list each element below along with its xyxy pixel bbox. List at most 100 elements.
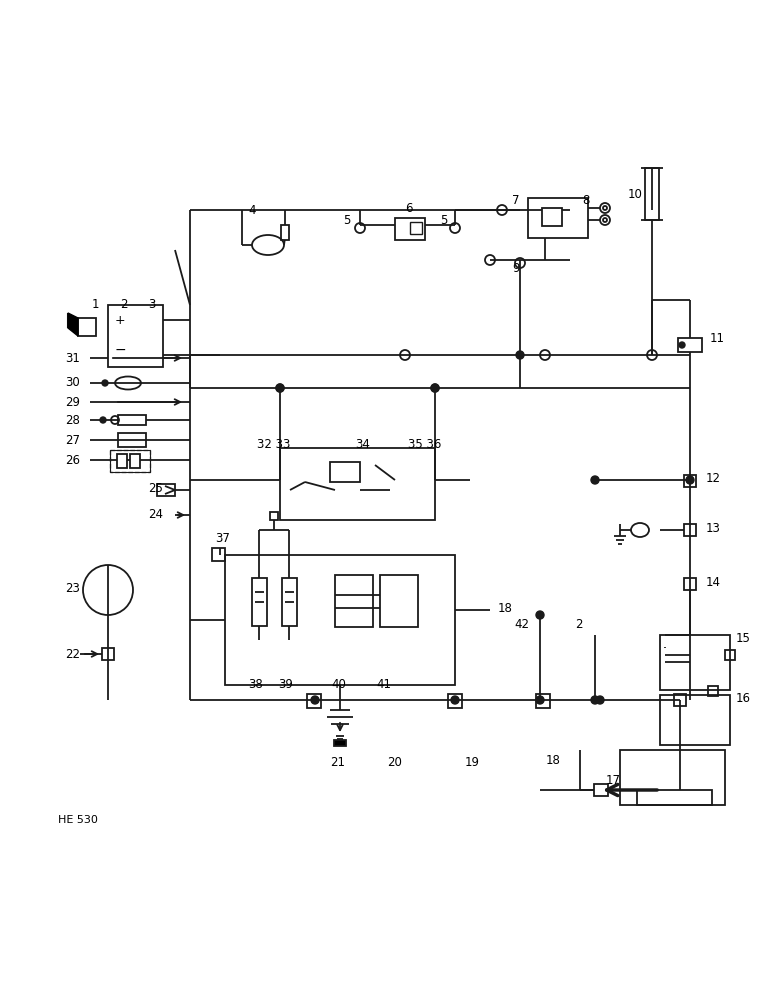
Text: 25: 25 — [148, 482, 163, 494]
Bar — [157, 484, 175, 496]
Bar — [330, 462, 360, 482]
Bar — [130, 454, 140, 468]
Text: 21: 21 — [330, 756, 345, 768]
Bar — [108, 305, 163, 367]
Bar — [334, 740, 346, 746]
Circle shape — [596, 696, 604, 704]
Bar — [280, 448, 435, 520]
Circle shape — [686, 476, 694, 484]
Bar — [410, 222, 422, 234]
Bar — [684, 578, 696, 590]
Text: 8: 8 — [582, 194, 589, 207]
Text: 34: 34 — [355, 438, 370, 450]
Text: 10: 10 — [628, 188, 643, 202]
Text: 6: 6 — [405, 202, 412, 215]
Bar — [110, 450, 150, 472]
Bar — [678, 338, 702, 352]
Text: 14: 14 — [706, 576, 721, 588]
Bar — [252, 578, 267, 626]
Bar — [307, 694, 321, 708]
Text: 15: 15 — [736, 632, 751, 645]
Bar — [594, 784, 608, 796]
Bar — [542, 208, 562, 226]
Text: 13: 13 — [706, 522, 721, 534]
Text: 22: 22 — [65, 648, 80, 660]
Text: 39: 39 — [278, 678, 293, 690]
Bar — [684, 475, 696, 487]
Circle shape — [276, 384, 284, 392]
Text: HE 530: HE 530 — [58, 815, 98, 825]
Bar — [637, 790, 712, 805]
Text: 18: 18 — [498, 601, 513, 614]
Bar — [645, 168, 659, 220]
Circle shape — [276, 384, 284, 392]
Text: 35 36: 35 36 — [408, 438, 442, 450]
Text: 5: 5 — [440, 214, 448, 227]
Circle shape — [591, 476, 599, 484]
Bar — [281, 225, 289, 240]
Text: 26: 26 — [65, 454, 80, 466]
Text: 18: 18 — [546, 754, 561, 766]
Circle shape — [679, 342, 685, 348]
Bar — [684, 524, 696, 536]
Text: 3: 3 — [148, 298, 155, 312]
Circle shape — [536, 611, 544, 619]
Bar — [528, 198, 588, 238]
Bar — [110, 450, 150, 472]
Ellipse shape — [631, 523, 649, 537]
Text: 23: 23 — [65, 582, 80, 594]
Text: 19: 19 — [465, 756, 480, 768]
Text: 16: 16 — [736, 692, 751, 704]
Bar — [78, 318, 96, 336]
Text: 4: 4 — [248, 204, 256, 217]
Bar — [118, 433, 146, 447]
Circle shape — [451, 696, 459, 704]
Text: 31: 31 — [65, 352, 80, 364]
Circle shape — [516, 351, 524, 359]
Text: 40: 40 — [331, 678, 346, 690]
Circle shape — [311, 696, 319, 704]
Bar — [225, 555, 455, 685]
Text: 38: 38 — [248, 678, 262, 690]
Text: 12: 12 — [706, 472, 721, 485]
Bar — [335, 575, 373, 627]
Text: 5: 5 — [343, 214, 350, 227]
Ellipse shape — [603, 218, 607, 222]
Text: −: − — [114, 343, 126, 357]
Circle shape — [536, 696, 544, 704]
Text: 7: 7 — [512, 194, 520, 207]
Text: 20: 20 — [387, 756, 402, 768]
Text: 32 33: 32 33 — [257, 438, 290, 450]
Text: 28: 28 — [65, 414, 80, 426]
Text: 2: 2 — [575, 617, 583, 631]
Text: 11: 11 — [710, 332, 725, 344]
Polygon shape — [68, 313, 78, 336]
Text: 1: 1 — [92, 298, 100, 312]
Circle shape — [100, 417, 106, 423]
Bar — [660, 695, 730, 745]
Circle shape — [431, 384, 439, 392]
Text: 41: 41 — [376, 678, 391, 690]
Circle shape — [102, 380, 108, 386]
Bar — [725, 650, 735, 660]
Text: 29: 29 — [65, 395, 80, 408]
Bar — [660, 635, 730, 690]
Bar — [117, 454, 127, 468]
Text: 42: 42 — [514, 617, 529, 631]
Circle shape — [431, 384, 439, 392]
Bar — [380, 575, 418, 627]
Bar — [674, 694, 686, 706]
Bar — [620, 750, 725, 805]
Ellipse shape — [603, 206, 607, 210]
Bar — [708, 686, 718, 696]
Text: 17: 17 — [606, 774, 621, 786]
Text: 30: 30 — [65, 376, 80, 389]
Bar — [270, 512, 278, 520]
Bar — [536, 694, 550, 708]
Circle shape — [591, 696, 599, 704]
Text: 37: 37 — [215, 532, 230, 544]
Bar — [448, 694, 462, 708]
Bar — [118, 415, 146, 425]
Text: 9: 9 — [512, 261, 520, 274]
Text: 27: 27 — [65, 434, 80, 446]
